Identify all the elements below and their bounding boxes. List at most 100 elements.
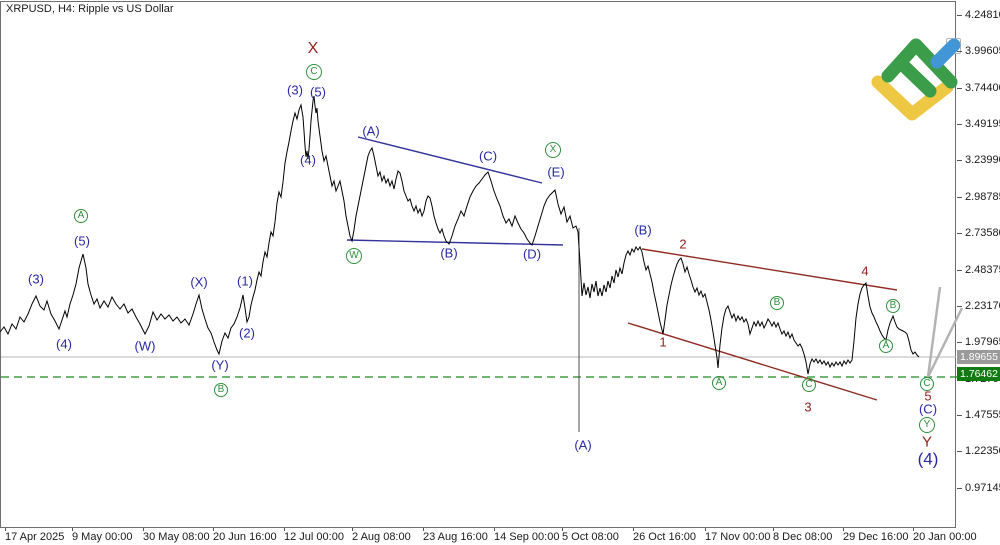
- y-axis-tick-label: 1.97965: [965, 336, 1000, 348]
- x-axis-tick-label: 5 Oct 08:00: [562, 531, 619, 543]
- y-axis-tick-mark: [957, 51, 962, 52]
- wave-label-B-b[interactable]: (B): [440, 245, 458, 261]
- wave-label-4-b[interactable]: (4): [300, 152, 316, 168]
- wave-label-4-r[interactable]: 4: [861, 263, 869, 279]
- wave-label-A-b[interactable]: (A): [362, 123, 380, 139]
- x-axis-tick-mark: [423, 528, 424, 531]
- x-axis-tick-label: 20 Jun 16:00: [213, 531, 277, 543]
- x-axis-tick-mark: [494, 528, 495, 531]
- wave-label-W-g[interactable]: W: [346, 248, 362, 264]
- y-axis-tick-mark: [957, 197, 962, 198]
- wave-label-B-g[interactable]: B: [214, 383, 228, 397]
- wave-label-3-b[interactable]: (3): [287, 82, 303, 98]
- red-channel-lower[interactable]: [627, 322, 878, 401]
- x-axis-tick-label: 20 Jan 00:00: [913, 531, 977, 543]
- wave-label-1-b[interactable]: (1): [237, 273, 253, 289]
- wave-label-C-g[interactable]: C: [306, 64, 322, 80]
- wave-label-C-b[interactable]: (C): [918, 401, 938, 417]
- x-axis-tick-mark: [773, 528, 774, 531]
- wave-label-X-b[interactable]: (X): [190, 274, 208, 290]
- y-axis-tick-label: 3.99605: [965, 45, 1000, 57]
- x-axis-tick-label: 23 Aug 16:00: [423, 531, 488, 543]
- y-axis-tick-label: 1.47555: [965, 409, 1000, 421]
- wave-label-C-g[interactable]: C: [920, 377, 934, 391]
- y-axis-tick-mark: [957, 342, 962, 343]
- x-axis-tick-label: 17 Apr 2025: [5, 531, 65, 543]
- y-axis-tick-mark: [957, 124, 962, 125]
- wave-label-5-r[interactable]: 5: [924, 388, 932, 404]
- wave-label-A-g[interactable]: A: [712, 376, 726, 390]
- wave-label-A-g[interactable]: A: [74, 209, 88, 223]
- x-axis-tick-label: 14 Sep 00:00: [494, 531, 560, 543]
- wave-label-C-g[interactable]: C: [802, 378, 816, 392]
- y-axis-tick-mark: [957, 451, 962, 452]
- wave-label-4-b[interactable]: (4): [917, 449, 939, 469]
- wave-label-X-g[interactable]: X: [545, 142, 561, 158]
- y-axis-tick-mark: [957, 160, 962, 161]
- x-axis-tick-mark: [705, 528, 706, 531]
- x-axis-tick-label: 17 Nov 00:00: [705, 531, 771, 543]
- wave-label-E-b[interactable]: (E): [547, 164, 565, 180]
- x-axis-tick-mark: [72, 528, 73, 531]
- blue-trendline-lower[interactable]: [346, 239, 564, 246]
- x-axis-tick-label: 9 May 00:00: [72, 531, 133, 543]
- y-axis-tick-mark: [957, 15, 962, 16]
- price-axis[interactable]: 4.24810 3.99605 3.74400 3.49195 3.23990 2.987…: [957, 0, 1000, 528]
- wave-label-3-b[interactable]: (3): [28, 271, 44, 287]
- wave-label-X-r[interactable]: X: [307, 40, 319, 57]
- price-line[interactable]: [0, 95, 920, 375]
- y-axis-tick-label: 4.24810: [965, 9, 1000, 21]
- x-axis-tick-label: 2 Aug 08:00: [352, 531, 411, 543]
- wave-label-5-b[interactable]: (5): [74, 233, 90, 249]
- bid-price-box: 1.89655: [957, 350, 1000, 364]
- y-axis-tick-label: 3.23990: [965, 154, 1000, 166]
- wave-label-2-r[interactable]: 2: [679, 236, 687, 252]
- red-channel-upper[interactable]: [641, 248, 898, 291]
- y-axis-tick-label: 2.23170: [965, 300, 1000, 312]
- wave-label-A-b[interactable]: (A): [574, 437, 592, 453]
- wave-label-D-b[interactable]: (D): [522, 246, 542, 262]
- wave-label-W-b[interactable]: (W): [134, 338, 156, 354]
- chart-plot-area[interactable]: [0, 1, 956, 528]
- y-axis-tick-label: 2.48375: [965, 264, 1000, 276]
- wave-label-Y-g[interactable]: Y: [919, 417, 935, 433]
- target-level-box: 1.76462: [957, 367, 1000, 381]
- x-axis-tick-mark: [843, 528, 844, 531]
- wave-label-Y-r[interactable]: Y: [921, 433, 933, 451]
- wave-label-3-r[interactable]: 3: [804, 399, 812, 415]
- x-axis-tick-label: 30 May 08:00: [143, 531, 210, 543]
- x-axis-tick-mark: [143, 528, 144, 531]
- wave-label-B-b[interactable]: (B): [634, 222, 652, 238]
- x-axis-tick-mark: [352, 528, 353, 531]
- litefinance-logo: [871, 38, 961, 121]
- x-axis-tick-label: 26 Oct 16:00: [633, 531, 696, 543]
- wave-label-Y-b[interactable]: (Y): [211, 357, 229, 373]
- wave-label-2-b[interactable]: (2): [239, 325, 255, 341]
- y-axis-tick-label: 2.98785: [965, 191, 1000, 203]
- x-axis-tick-mark: [633, 528, 634, 531]
- wave-label-4-b[interactable]: (4): [56, 336, 72, 352]
- x-axis-tick-label: 8 Dec 08:00: [773, 531, 833, 543]
- wave-label-B-g[interactable]: B: [770, 296, 784, 310]
- y-axis-tick-mark: [957, 270, 962, 271]
- x-axis-tick-label: 29 Dec 16:00: [843, 531, 909, 543]
- x-axis-tick-mark: [562, 528, 563, 531]
- x-axis-tick-mark: [913, 528, 914, 531]
- wave-label-B-g[interactable]: B: [886, 299, 900, 313]
- x-axis-tick-mark: [5, 528, 6, 531]
- x-axis-tick-label: 12 Jul 00:00: [284, 531, 344, 543]
- y-axis-tick-label: 3.74400: [965, 82, 1000, 94]
- wave-label-A-g[interactable]: A: [879, 339, 893, 353]
- wave-label-5-b[interactable]: (5): [310, 84, 326, 100]
- wave-label-1-r[interactable]: 1: [659, 334, 667, 350]
- y-axis-tick-label: 2.73580: [965, 227, 1000, 239]
- x-axis-tick-mark: [213, 528, 214, 531]
- time-axis[interactable]: 17 Apr 2025 9 May 00:00 30 May 08:00 20 Jun…: [0, 528, 1000, 545]
- wave-label-C-b[interactable]: (C): [478, 148, 498, 164]
- x-axis-tick-mark: [284, 528, 285, 531]
- y-axis-tick-mark: [957, 88, 962, 89]
- y-axis-tick-mark: [957, 415, 962, 416]
- blue-trendline-upper[interactable]: [357, 136, 543, 184]
